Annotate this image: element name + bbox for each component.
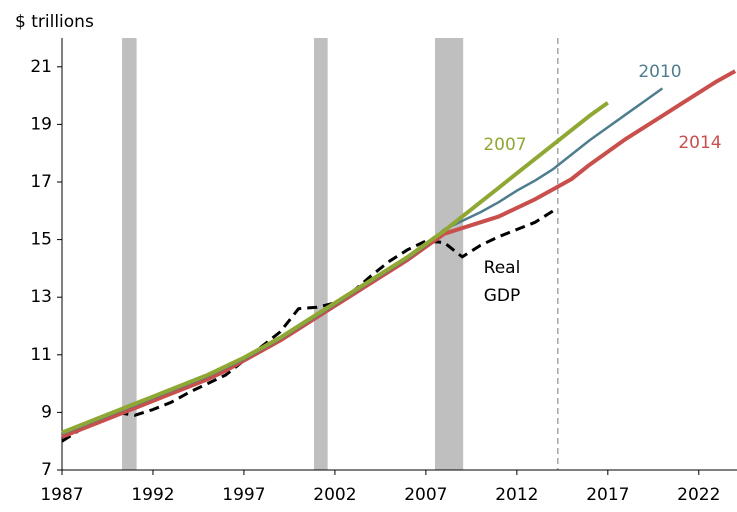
x-tick-label: 2022: [677, 485, 720, 505]
series-label: 2007: [483, 135, 527, 155]
y-tick-label: 9: [41, 402, 52, 422]
x-tick-label: 1987: [40, 485, 83, 505]
recession-band: [434, 38, 464, 470]
y-tick-label: 7: [41, 460, 52, 480]
series-line: [61, 69, 737, 439]
series-label: Real GDP: [483, 258, 521, 306]
x-tick-label: 1992: [131, 485, 174, 505]
y-tick-label: 11: [30, 345, 52, 365]
x-tick-label: 2017: [586, 485, 629, 505]
recession-band: [313, 38, 328, 470]
y-tick-label: 13: [30, 287, 52, 307]
x-tick-label: 2002: [313, 485, 356, 505]
series-line: [61, 87, 664, 436]
x-tick-label: 2012: [495, 485, 538, 505]
series-label: 2014: [678, 133, 722, 153]
axis-label: $ trillions: [15, 12, 94, 32]
y-tick-label: 15: [30, 230, 52, 250]
y-tick-label: 21: [30, 57, 52, 77]
series-line: [61, 101, 609, 435]
y-tick-label: 19: [30, 114, 52, 134]
x-tick-label: 1997: [222, 485, 265, 505]
x-tick-label: 2007: [404, 485, 447, 505]
recession-band: [122, 38, 137, 470]
series-label: 2010: [638, 62, 682, 82]
series-line: [61, 209, 555, 443]
y-tick-label: 17: [30, 172, 52, 192]
